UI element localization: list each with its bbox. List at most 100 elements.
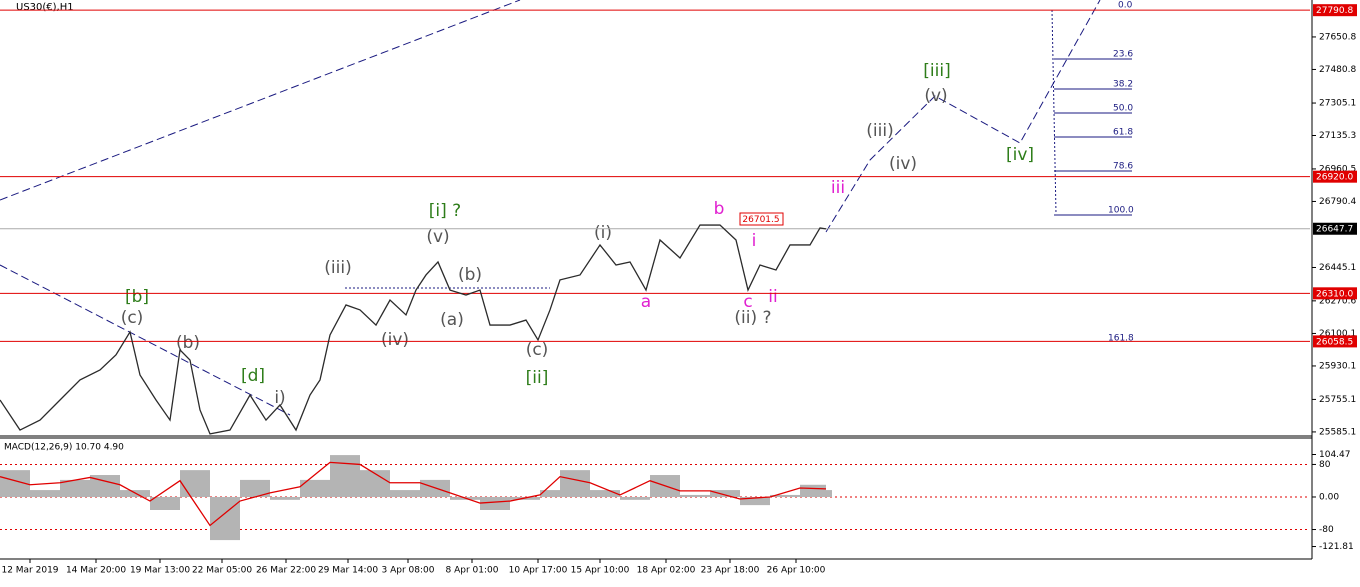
wave-label: (ii) ? <box>734 308 771 328</box>
macd-bar <box>60 479 90 497</box>
x-tick-label: 19 Mar 13:00 <box>130 566 190 576</box>
macd-tick-label: 104.47 <box>1319 450 1351 460</box>
wave-label: [iv] <box>1006 145 1034 165</box>
y-tick-label: 25930.1 <box>1319 361 1356 371</box>
wave-label: (iv) <box>889 154 917 174</box>
macd-bar <box>540 490 560 497</box>
macd-bar <box>210 496 240 541</box>
chart-title: US30(€),H1 <box>16 2 74 13</box>
macd-bar <box>770 494 800 497</box>
y-tick-label: 26960.5 <box>1319 164 1356 174</box>
wave-label: (c) <box>121 308 144 328</box>
fib-label: 78.6 <box>1113 162 1133 172</box>
price-marker: 26701.5 <box>742 215 779 225</box>
price-line <box>0 224 827 435</box>
level-label: 26920.0 <box>1316 173 1353 183</box>
level-box <box>1313 170 1357 183</box>
y-tick-label: 26445.1 <box>1319 263 1356 273</box>
y-tick-label: 27135.3 <box>1319 131 1356 141</box>
fib-label: 0.0 <box>1118 1 1133 11</box>
trend-line <box>0 264 291 416</box>
level-box <box>1313 287 1357 300</box>
macd-bar <box>30 490 60 497</box>
x-tick-label: 10 Apr 17:00 <box>509 566 568 576</box>
macd-bar <box>270 496 300 500</box>
projection-line <box>825 0 1101 233</box>
macd-bar <box>90 475 120 497</box>
fib-label: 50.0 <box>1113 104 1133 114</box>
x-tick-label: 26 Apr 10:00 <box>767 566 826 576</box>
x-tick-label: 29 Mar 14:00 <box>318 566 378 576</box>
y-tick-label: 25585.1 <box>1319 427 1356 437</box>
level-label: 26310.0 <box>1316 289 1353 299</box>
wave-label: (b) <box>176 333 200 353</box>
wave-label: (i) <box>594 223 612 243</box>
x-tick-label: 8 Apr 01:00 <box>446 566 499 576</box>
macd-bar <box>480 496 510 510</box>
level-box <box>1313 4 1357 17</box>
wave-labels: [b] (c) (b) [d] i) (iii) (iv) [i] ? (v) … <box>121 61 1034 408</box>
wave-label: (c) <box>526 340 549 360</box>
wave-label: (a) <box>440 310 464 330</box>
macd-bar <box>710 490 740 497</box>
x-tick-label: 3 Apr 08:00 <box>382 566 435 576</box>
macd-bar <box>150 496 180 510</box>
wave-label: (iii) <box>324 258 351 278</box>
x-tick-label: 23 Apr 18:00 <box>701 566 760 576</box>
macd-bar <box>330 455 360 497</box>
macd-bar <box>240 479 270 497</box>
y-tick-label: 26100.1 <box>1319 329 1356 339</box>
wave-label: a <box>641 292 651 312</box>
wave-label: [i] ? <box>429 201 461 221</box>
x-tick-label: 14 Mar 20:00 <box>66 566 126 576</box>
x-tick-label: 15 Apr 10:00 <box>571 566 630 576</box>
trend-line <box>0 0 521 201</box>
wave-label: ii <box>768 287 777 307</box>
macd-tick-label: 80 <box>1319 460 1331 470</box>
level-label: 27790.8 <box>1316 6 1353 16</box>
macd-title: MACD(12,26,9) 10.70 4.90 <box>4 443 124 453</box>
fib-label: 100.0 <box>1108 206 1134 216</box>
wave-label: i) <box>274 388 285 408</box>
wave-label: b <box>714 199 725 219</box>
y-tick-label: 27650.8 <box>1319 32 1356 42</box>
wave-label: [b] <box>125 287 149 307</box>
macd-tick-label: -80 <box>1319 525 1334 535</box>
wave-label: (v) <box>426 227 449 247</box>
macd-bar <box>620 496 650 500</box>
macd-bar <box>680 494 710 497</box>
fib-label: 61.8 <box>1113 128 1133 138</box>
y-tick-label: 26790.4 <box>1319 197 1356 207</box>
macd-signal <box>0 461 827 527</box>
level-label: 26058.5 <box>1316 337 1353 347</box>
macd-bar <box>590 490 620 497</box>
wave-label: [ii] <box>526 368 549 388</box>
level-box <box>1313 335 1357 348</box>
level-label: 26647.7 <box>1316 225 1353 235</box>
wave-label: (v) <box>924 86 947 106</box>
y-tick-label: 26270.6 <box>1319 296 1356 306</box>
wave-label: (iii) <box>866 121 893 141</box>
fib-label: 38.2 <box>1113 80 1133 90</box>
wave-label: (iv) <box>381 330 409 350</box>
fib-label: 23.6 <box>1113 50 1133 60</box>
macd-bar <box>800 484 826 497</box>
macd-tick-label: -121.81 <box>1319 542 1354 552</box>
wave-label: [d] <box>241 366 265 386</box>
level-box <box>1313 222 1357 235</box>
macd-bar <box>300 479 330 497</box>
macd-bar <box>390 490 420 497</box>
y-tick-label: 27480.8 <box>1319 65 1356 75</box>
fib-levels <box>1054 58 1132 216</box>
wave-label: (b) <box>458 265 482 285</box>
macd-bar <box>180 470 210 497</box>
wave-label: c <box>743 292 752 312</box>
y-tick-label: 27305.1 <box>1319 99 1356 109</box>
macd-bar <box>826 490 832 497</box>
wave-label: [iii] <box>923 61 950 81</box>
wave-label: iii <box>831 178 845 198</box>
x-tick-label: 12 Mar 2019 <box>1 566 58 576</box>
macd-bar <box>560 470 590 497</box>
macd-bar <box>740 496 770 506</box>
